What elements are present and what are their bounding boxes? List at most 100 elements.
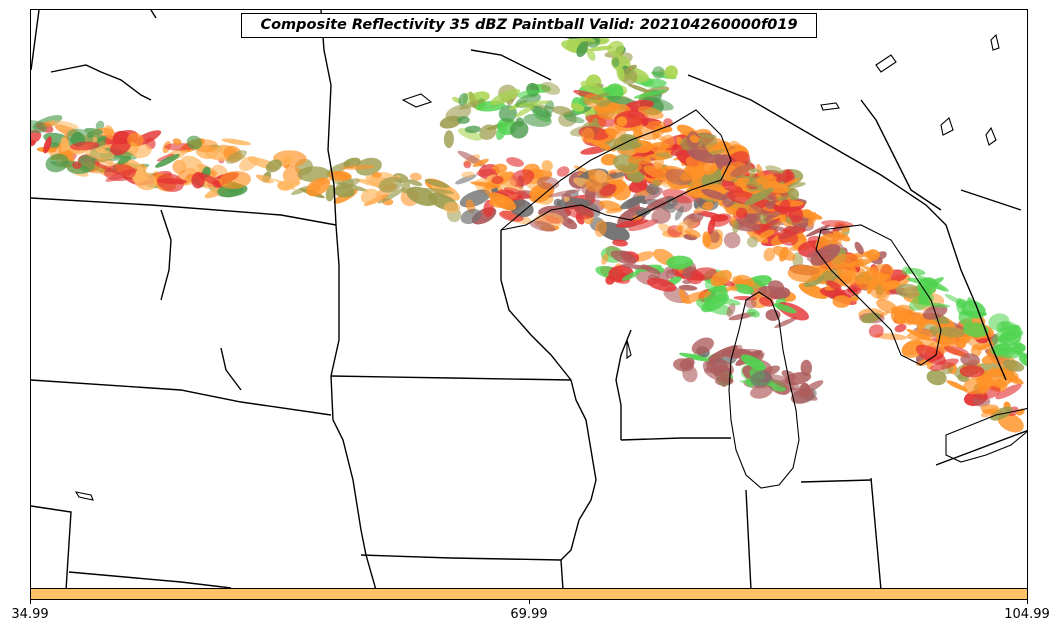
reflectivity-paintball-layer (31, 14, 1027, 433)
reflectivity-blob (763, 218, 785, 226)
reflectivity-blob (655, 125, 673, 133)
reflectivity-blob (734, 177, 750, 187)
reflectivity-blob (601, 253, 609, 265)
reflectivity-blob (60, 137, 71, 153)
reflectivity-blob (706, 358, 734, 377)
reflectivity-blob (714, 376, 734, 386)
reflectivity-blob (765, 165, 784, 174)
reflectivity-blob (570, 103, 585, 112)
reflectivity-blob (635, 208, 651, 217)
reflectivity-blob (552, 105, 572, 116)
reflectivity-blob (221, 138, 252, 146)
reflectivity-blob (784, 371, 812, 386)
reflectivity-blob (509, 199, 534, 218)
reflectivity-blob (682, 212, 704, 226)
small-lake-outline (940, 117, 954, 136)
reflectivity-blob (598, 99, 612, 107)
reflectivity-blob (869, 281, 889, 300)
reflectivity-blob (773, 303, 797, 314)
reflectivity-blob (277, 152, 297, 167)
reflectivity-blob (763, 247, 776, 262)
reflectivity-blob (578, 126, 609, 141)
reflectivity-blob (627, 84, 653, 94)
reflectivity-blob (378, 176, 403, 193)
reflectivity-blob (633, 89, 667, 99)
reflectivity-blob (734, 283, 754, 295)
reflectivity-blob (598, 200, 623, 212)
reflectivity-blob (325, 184, 336, 202)
reflectivity-blob (472, 158, 489, 168)
reflectivity-blob (689, 134, 700, 144)
reflectivity-blob (277, 180, 294, 191)
reflectivity-blob (463, 161, 472, 169)
reflectivity-blob (172, 138, 182, 146)
reflectivity-blob (258, 175, 275, 184)
reflectivity-blob (996, 344, 1009, 356)
reflectivity-blob (406, 179, 423, 187)
reflectivity-blob (492, 163, 508, 174)
reflectivity-blob (746, 229, 769, 244)
state-borders (31, 10, 1027, 588)
reflectivity-blob (666, 255, 694, 270)
reflectivity-blob (807, 211, 817, 228)
reflectivity-blob (790, 388, 815, 404)
reflectivity-blob (518, 100, 551, 107)
border-line (50, 64, 152, 101)
reflectivity-blob (874, 333, 908, 341)
reflectivity-blob (710, 269, 732, 287)
reflectivity-blob (958, 309, 973, 326)
colorbar-tick-max: 104.99 (1004, 607, 1050, 622)
reflectivity-blob (665, 269, 676, 279)
reflectivity-blob (197, 172, 224, 187)
reflectivity-blob (619, 134, 639, 145)
reflectivity-blob (826, 280, 842, 290)
reflectivity-blob (401, 181, 411, 194)
reflectivity-blob (443, 130, 454, 149)
reflectivity-blob (769, 225, 788, 232)
reflectivity-blob (424, 179, 450, 188)
reflectivity-blob (443, 201, 461, 214)
small-lake-outline (985, 126, 997, 146)
reflectivity-blob (671, 195, 693, 213)
reflectivity-blob (832, 231, 851, 242)
reflectivity-blob (978, 342, 994, 351)
reflectivity-blob (334, 170, 352, 180)
reflectivity-blob (978, 380, 990, 395)
reflectivity-blob (778, 199, 791, 216)
reflectivity-blob (849, 296, 859, 302)
reflectivity-blob (464, 125, 481, 134)
reflectivity-blob (69, 141, 100, 151)
reflectivity-blob (594, 220, 607, 237)
reflectivity-blob (962, 322, 989, 338)
reflectivity-blob (564, 115, 585, 124)
reflectivity-blob (868, 324, 884, 338)
small-lake-outline (990, 33, 1000, 51)
reflectivity-blob (709, 230, 720, 244)
border-line (935, 430, 1027, 466)
reflectivity-blob (765, 210, 784, 220)
reflectivity-blob (621, 270, 641, 281)
reflectivity-blob (180, 155, 204, 175)
colorbar-tick-min: 34.99 (11, 607, 49, 622)
reflectivity-blob (104, 164, 136, 182)
colorbar-tick-mid: 69.99 (510, 607, 548, 622)
reflectivity-blob (566, 218, 573, 224)
reflectivity-blob (646, 278, 677, 292)
reflectivity-blob (117, 155, 132, 165)
reflectivity-blob (696, 132, 717, 139)
reflectivity-blob (810, 244, 841, 266)
reflectivity-blob (747, 308, 760, 318)
reflectivity-blob (409, 172, 422, 181)
reflectivity-blob (730, 285, 738, 292)
small-lake-outline (626, 339, 632, 360)
reflectivity-blob (1018, 355, 1027, 368)
reflectivity-blob (496, 123, 507, 141)
reflectivity-blob (563, 196, 570, 202)
small-lake-outline (74, 491, 94, 501)
reflectivity-blob (855, 277, 871, 290)
reflectivity-blob (360, 188, 381, 205)
reflectivity-blob (588, 92, 610, 101)
reflectivity-blob (643, 165, 671, 180)
reflectivity-blob (787, 264, 821, 283)
map-title: Composite Reflectivity 35 dBZ Paintball … (241, 13, 817, 38)
